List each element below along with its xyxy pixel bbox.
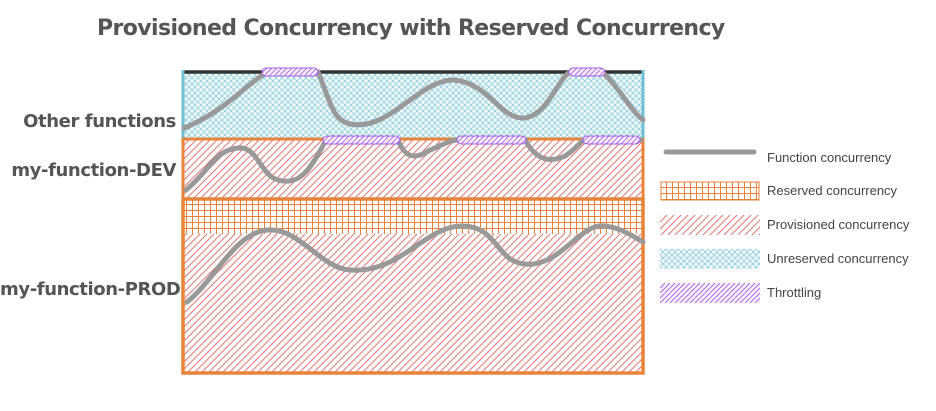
orange-grid-icon [660,181,760,201]
throttling-segment [456,135,527,145]
dev-provisioned-region [184,140,642,198]
throttling-segment [582,135,641,145]
throttling-segment [322,135,401,145]
red-diagonal-hatch-icon [660,215,760,235]
row-label-prod: my-function-PROD [0,279,181,300]
unreserved-region [183,72,643,138]
prod-concurrency-line [184,223,646,305]
gray-line-icon [663,149,757,155]
row-label-other-functions: Other functions [23,111,176,132]
diagram-title: Provisioned Concurrency with Reserved Co… [97,16,725,41]
throttling-segment [261,67,319,77]
legend-label: Function concurrency [767,150,892,165]
prod-reserved-border [181,197,645,375]
row-label-dev: my-function-DEV [11,160,176,181]
dev-concurrency-line [183,137,644,193]
throttling-segment [568,67,606,77]
prod-provisioned-region [184,234,642,372]
purple-hatch-icon [660,283,760,303]
legend-label: Unreserved concurrency [767,251,909,266]
legend-label: Provisioned concurrency [767,217,910,232]
prod-reserved-region [184,200,642,234]
blue-crosshatch-icon [660,249,760,269]
legend-label: Throttling [767,285,822,300]
legend-label: Reserved concurrency [767,183,898,198]
